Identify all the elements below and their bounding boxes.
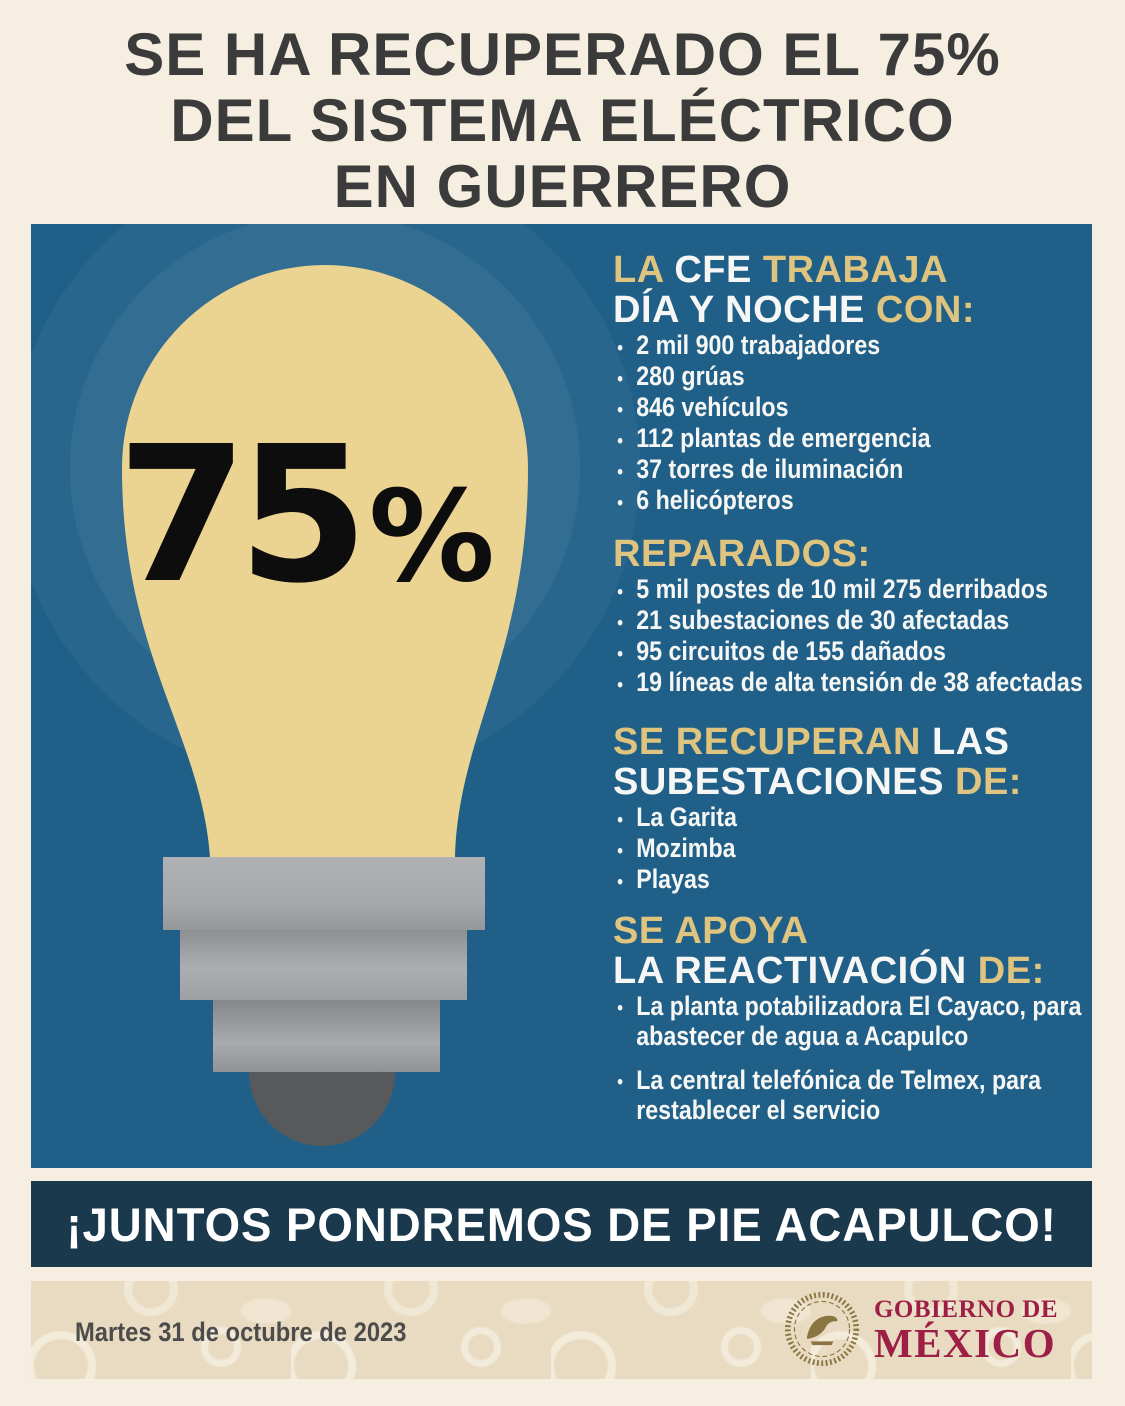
list-item: 2 mil 900 trabajadores xyxy=(613,330,1022,364)
percent-number: 75 xyxy=(117,406,369,625)
list-item: 19 líneas de alta tensión de 38 afectada… xyxy=(613,667,1082,701)
date-label: Martes 31 de octubre de 2023 xyxy=(75,1317,407,1347)
bulb-base-band-2 xyxy=(180,930,467,1000)
list-item: 37 torres de iluminación xyxy=(613,454,1022,488)
bulb-contact-tip xyxy=(249,1072,395,1146)
slogan-banner: ¡JUNTOS PONDREMOS DE PIE ACAPULCO! xyxy=(31,1181,1092,1267)
cfe-resources-list: 2 mil 900 trabajadores 280 grúas 846 veh… xyxy=(613,330,1088,519)
footer-strip: Martes 31 de octubre de 2023 GOBIERNO DE… xyxy=(31,1281,1092,1379)
slogan-text: ¡JUNTOS PONDREMOS DE PIE ACAPULCO! xyxy=(66,1197,1057,1251)
list-item: 95 circuitos de 155 dañados xyxy=(613,636,1022,670)
list-item: 112 plantas de emergencia xyxy=(613,423,1022,457)
list-item: La Garita xyxy=(613,802,1022,836)
title-line-1: SE HA RECUPERADO EL 75% xyxy=(124,21,1001,88)
section-heading-reparados: REPARADOS: xyxy=(613,533,871,575)
percent-sign: % xyxy=(368,463,495,610)
bulb-base-band-3 xyxy=(213,1000,440,1072)
title-line-2: DEL SISTEMA ELÉCTRICO xyxy=(170,87,955,154)
logo-line-2: MÉXICO xyxy=(873,1319,1057,1366)
list-item: 21 subestaciones de 30 afectadas xyxy=(613,605,1022,639)
section-heading-subestaciones: SE RECUPERAN LAS SUBESTACIONES DE: xyxy=(613,721,1022,803)
list-item: 846 vehículos xyxy=(613,392,1022,426)
list-item: 6 helicópteros xyxy=(613,485,1022,519)
stats-column: LA CFE TRABAJA DÍA Y NOCHE CON: 2 mil 90… xyxy=(613,250,1088,1139)
list-item: Playas xyxy=(613,864,1022,898)
mexico-seal-icon xyxy=(784,1291,860,1367)
list-item: 280 grúas xyxy=(613,361,1022,395)
list-item: Mozimba xyxy=(613,833,1022,867)
list-item: La planta potabilizadora El Cayaco, para… xyxy=(613,991,1092,1051)
repaired-list: 5 mil postes de 10 mil 275 derribados 21… xyxy=(613,574,1088,701)
title-line-3: EN GUERRERO xyxy=(333,153,792,220)
logo-line-1: GOBIERNO DE xyxy=(873,1295,1058,1323)
section-heading-cfe: LA CFE TRABAJA DÍA Y NOCHE CON: xyxy=(613,249,976,331)
list-item: La central telefónica de Telmex, para re… xyxy=(613,1065,1092,1125)
substations-list: La Garita Mozimba Playas xyxy=(613,802,1088,898)
page-title: SE HA RECUPERADO EL 75% DEL SISTEMA ELÉC… xyxy=(0,22,1125,220)
light-bulb-icon xyxy=(122,265,528,857)
section-heading-reactivacion: SE APOYA LA REACTIVACIÓN DE: xyxy=(613,910,1045,992)
percent-label: 75% xyxy=(117,422,495,610)
bulb-base-band-1 xyxy=(163,857,485,930)
list-item: 5 mil postes de 10 mil 275 derribados xyxy=(613,574,1048,608)
logo-wordmark: GOBIERNO DE MÉXICO xyxy=(873,1295,1058,1366)
content-panel: 75% LA CFE TRABAJA DÍA Y NOCHE CON: 2 mi… xyxy=(31,224,1092,1168)
reactivation-list: La planta potabilizadora El Cayaco, para… xyxy=(613,991,1088,1125)
gobierno-de-mexico-logo: GOBIERNO DE MÉXICO xyxy=(784,1291,1058,1367)
